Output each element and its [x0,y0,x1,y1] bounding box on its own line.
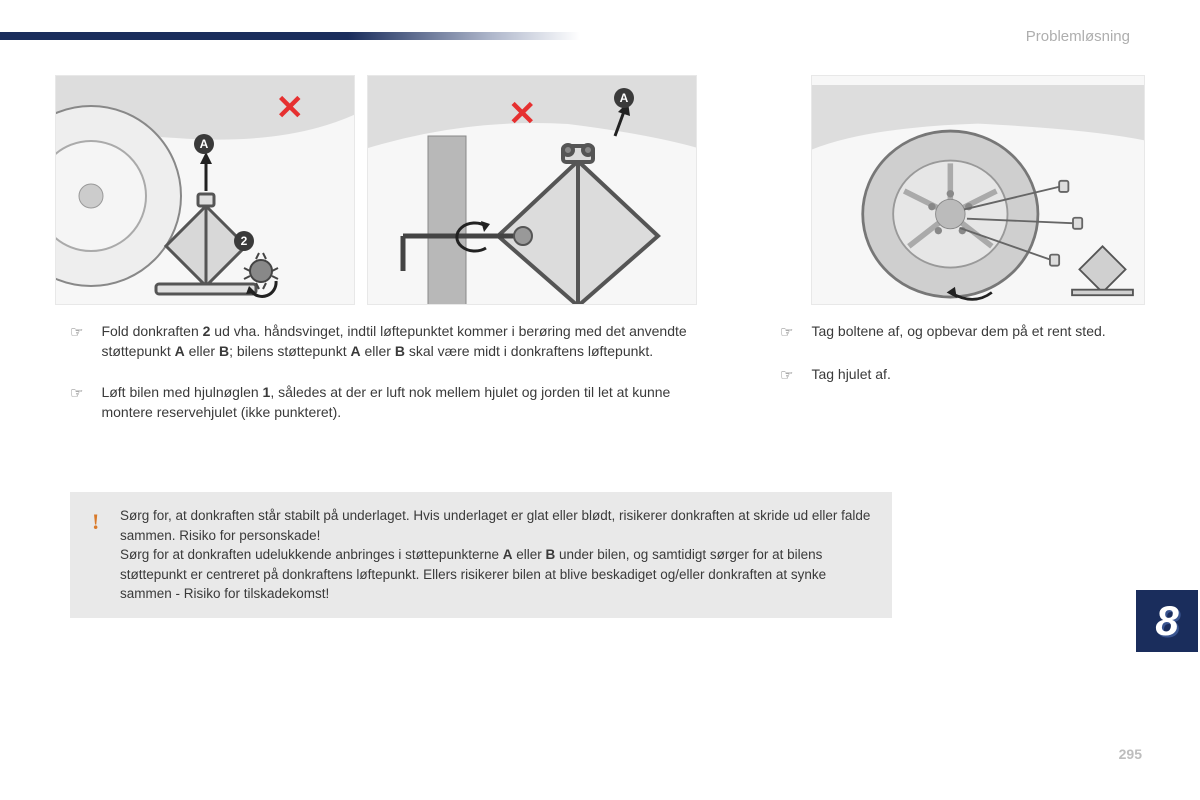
incorrect-mark-icon: ✕ [276,88,305,128]
illustration-remove-bolts [811,75,1145,305]
bullet-icon: ☞ [780,365,793,386]
instruction-item: ☞ Tag boltene af, og opbevar dem på et r… [780,322,1125,343]
illustration-gap [709,75,799,305]
instructions-right-column: ☞ Tag boltene af, og opbevar dem på et r… [780,322,1125,408]
warning-icon: ! [92,506,99,538]
header-gradient-bar [0,32,580,40]
chapter-number: 8 [1155,597,1178,645]
instructions-left-column: ☞ Fold donkraften 2 ud vha. håndsvinget,… [70,322,700,444]
instruction-text: Løft bilen med hjulnøglen 1, således at … [101,383,700,422]
warning-text: Sørg for, at donkraften står stabilt på … [120,506,872,604]
chapter-badge: 8 [1136,590,1198,652]
instruction-item: ☞ Fold donkraften 2 ud vha. håndsvinget,… [70,322,700,361]
instruction-item: ☞ Tag hjulet af. [780,365,1125,386]
jack-diagram-1-svg [56,76,355,305]
incorrect-mark-icon-2: ✕ [508,94,537,134]
warning-callout: ! Sørg for, at donkraften står stabilt p… [70,492,892,618]
bullet-icon: ☞ [70,383,83,422]
illustration-jack-position-2: ✕ A [367,75,697,305]
illustration-row: ✕ A 2 ✕ A [55,75,1145,305]
instruction-text: Fold donkraften 2 ud vha. håndsvinget, i… [101,322,700,361]
instruction-text: Tag boltene af, og opbevar dem på et ren… [811,322,1125,343]
page-number: 295 [1119,746,1142,762]
bullet-icon: ☞ [780,322,793,343]
bullet-icon: ☞ [70,322,83,361]
wheel-bolts-svg [812,76,1144,305]
label-2: 2 [234,231,254,251]
label-A-2: A [614,88,634,108]
instruction-item: ☞ Løft bilen med hjulnøglen 1, således a… [70,383,700,422]
section-title: Problemløsning [1026,28,1130,45]
label-A-1: A [194,134,214,154]
illustration-jack-position-1: ✕ A 2 [55,75,355,305]
instruction-text: Tag hjulet af. [811,365,1125,386]
